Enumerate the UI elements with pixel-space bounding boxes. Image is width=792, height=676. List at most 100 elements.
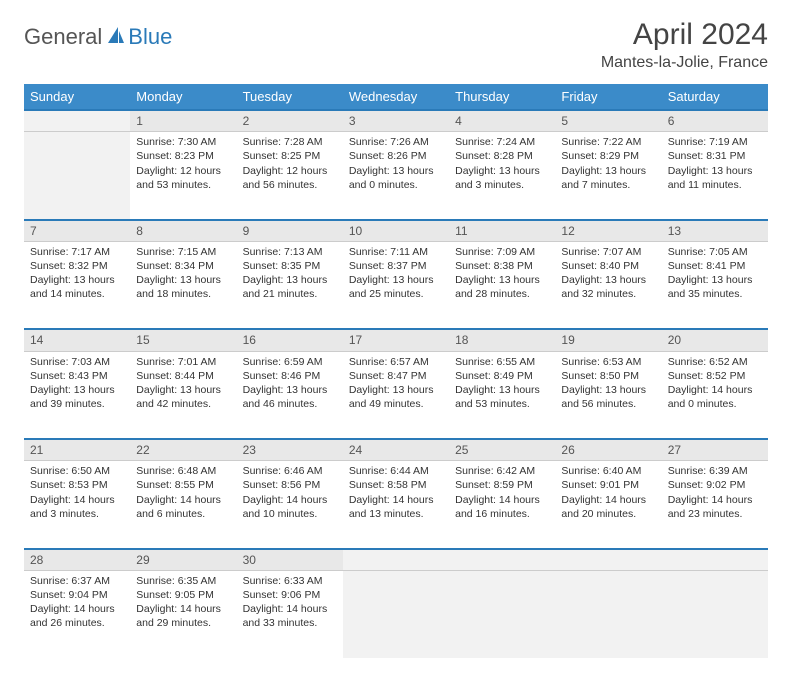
daylight-text: and 7 minutes. <box>561 178 655 192</box>
day-number-row: 14151617181920 <box>24 329 768 351</box>
day-content: Sunrise: 7:01 AMSunset: 8:44 PMDaylight:… <box>130 352 236 418</box>
day-number: 16 <box>237 329 343 351</box>
weekday-header: Wednesday <box>343 84 449 110</box>
day-cell: Sunrise: 6:52 AMSunset: 8:52 PMDaylight:… <box>662 351 768 439</box>
sunrise-text: Sunrise: 6:57 AM <box>349 355 443 369</box>
day-cell: Sunrise: 7:05 AMSunset: 8:41 PMDaylight:… <box>662 241 768 329</box>
day-number-empty <box>343 549 449 571</box>
day-cell: Sunrise: 7:03 AMSunset: 8:43 PMDaylight:… <box>24 351 130 439</box>
sunrise-text: Sunrise: 7:30 AM <box>136 135 230 149</box>
sunset-text: Sunset: 8:25 PM <box>243 149 337 163</box>
sunrise-text: Sunrise: 6:52 AM <box>668 355 762 369</box>
daylight-text: and 28 minutes. <box>455 287 549 301</box>
week-row: Sunrise: 6:50 AMSunset: 8:53 PMDaylight:… <box>24 461 768 549</box>
day-content: Sunrise: 6:35 AMSunset: 9:05 PMDaylight:… <box>130 571 236 637</box>
day-number: 12 <box>555 220 661 242</box>
sunrise-text: Sunrise: 7:11 AM <box>349 245 443 259</box>
day-number: 19 <box>555 329 661 351</box>
sunset-text: Sunset: 8:55 PM <box>136 478 230 492</box>
sunrise-text: Sunrise: 6:55 AM <box>455 355 549 369</box>
sunset-text: Sunset: 8:35 PM <box>243 259 337 273</box>
logo: General Blue <box>24 24 172 50</box>
daylight-text: and 53 minutes. <box>455 397 549 411</box>
day-number-row: 78910111213 <box>24 220 768 242</box>
daylight-text: and 33 minutes. <box>243 616 337 630</box>
sunset-text: Sunset: 8:34 PM <box>136 259 230 273</box>
sunrise-text: Sunrise: 7:03 AM <box>30 355 124 369</box>
sunset-text: Sunset: 8:28 PM <box>455 149 549 163</box>
daylight-text: and 29 minutes. <box>136 616 230 630</box>
day-content: Sunrise: 7:17 AMSunset: 8:32 PMDaylight:… <box>24 242 130 308</box>
daylight-text: and 32 minutes. <box>561 287 655 301</box>
sunrise-text: Sunrise: 6:44 AM <box>349 464 443 478</box>
daylight-text: Daylight: 14 hours <box>30 602 124 616</box>
day-number: 17 <box>343 329 449 351</box>
sunrise-text: Sunrise: 6:33 AM <box>243 574 337 588</box>
day-number: 22 <box>130 439 236 461</box>
day-number: 7 <box>24 220 130 242</box>
daylight-text: and 26 minutes. <box>30 616 124 630</box>
day-cell: Sunrise: 7:13 AMSunset: 8:35 PMDaylight:… <box>237 241 343 329</box>
sunset-text: Sunset: 8:46 PM <box>243 369 337 383</box>
daylight-text: Daylight: 13 hours <box>561 164 655 178</box>
day-content: Sunrise: 7:28 AMSunset: 8:25 PMDaylight:… <box>237 132 343 198</box>
daylight-text: Daylight: 13 hours <box>349 273 443 287</box>
day-content: Sunrise: 7:13 AMSunset: 8:35 PMDaylight:… <box>237 242 343 308</box>
daylight-text: Daylight: 12 hours <box>136 164 230 178</box>
daylight-text: Daylight: 13 hours <box>455 164 549 178</box>
sunrise-text: Sunrise: 6:59 AM <box>243 355 337 369</box>
daylight-text: Daylight: 13 hours <box>136 273 230 287</box>
day-cell-empty <box>662 570 768 658</box>
daylight-text: Daylight: 14 hours <box>668 493 762 507</box>
day-number-row: 21222324252627 <box>24 439 768 461</box>
day-cell: Sunrise: 6:46 AMSunset: 8:56 PMDaylight:… <box>237 461 343 549</box>
day-content: Sunrise: 6:53 AMSunset: 8:50 PMDaylight:… <box>555 352 661 418</box>
day-cell: Sunrise: 7:09 AMSunset: 8:38 PMDaylight:… <box>449 241 555 329</box>
sunset-text: Sunset: 8:50 PM <box>561 369 655 383</box>
day-cell: Sunrise: 6:59 AMSunset: 8:46 PMDaylight:… <box>237 351 343 439</box>
day-content: Sunrise: 6:50 AMSunset: 8:53 PMDaylight:… <box>24 461 130 527</box>
sunset-text: Sunset: 8:26 PM <box>349 149 443 163</box>
day-number: 25 <box>449 439 555 461</box>
weekday-header: Sunday <box>24 84 130 110</box>
week-row: Sunrise: 7:17 AMSunset: 8:32 PMDaylight:… <box>24 241 768 329</box>
header: General Blue April 2024 Mantes-la-Jolie,… <box>24 18 768 72</box>
sunset-text: Sunset: 8:53 PM <box>30 478 124 492</box>
week-row: Sunrise: 7:30 AMSunset: 8:23 PMDaylight:… <box>24 132 768 220</box>
sunset-text: Sunset: 8:29 PM <box>561 149 655 163</box>
day-content: Sunrise: 7:26 AMSunset: 8:26 PMDaylight:… <box>343 132 449 198</box>
day-cell: Sunrise: 6:53 AMSunset: 8:50 PMDaylight:… <box>555 351 661 439</box>
sunset-text: Sunset: 8:40 PM <box>561 259 655 273</box>
daylight-text: and 20 minutes. <box>561 507 655 521</box>
day-number: 20 <box>662 329 768 351</box>
day-number-row: 282930 <box>24 549 768 571</box>
day-number-row: 123456 <box>24 110 768 132</box>
sunset-text: Sunset: 8:43 PM <box>30 369 124 383</box>
day-cell-empty <box>343 570 449 658</box>
daylight-text: and 56 minutes. <box>243 178 337 192</box>
logo-text-blue: Blue <box>128 24 172 50</box>
sunset-text: Sunset: 8:41 PM <box>668 259 762 273</box>
daylight-text: and 23 minutes. <box>668 507 762 521</box>
daylight-text: and 21 minutes. <box>243 287 337 301</box>
daylight-text: Daylight: 13 hours <box>561 383 655 397</box>
sunrise-text: Sunrise: 6:48 AM <box>136 464 230 478</box>
weekday-header: Friday <box>555 84 661 110</box>
calendar-table: Sunday Monday Tuesday Wednesday Thursday… <box>24 84 768 658</box>
sunset-text: Sunset: 8:31 PM <box>668 149 762 163</box>
sunset-text: Sunset: 9:05 PM <box>136 588 230 602</box>
day-number: 9 <box>237 220 343 242</box>
daylight-text: and 0 minutes. <box>349 178 443 192</box>
day-content: Sunrise: 6:55 AMSunset: 8:49 PMDaylight:… <box>449 352 555 418</box>
day-cell: Sunrise: 7:17 AMSunset: 8:32 PMDaylight:… <box>24 241 130 329</box>
day-number: 1 <box>130 110 236 132</box>
week-row: Sunrise: 6:37 AMSunset: 9:04 PMDaylight:… <box>24 570 768 658</box>
daylight-text: and 39 minutes. <box>30 397 124 411</box>
sunset-text: Sunset: 8:32 PM <box>30 259 124 273</box>
day-content: Sunrise: 6:57 AMSunset: 8:47 PMDaylight:… <box>343 352 449 418</box>
day-cell: Sunrise: 7:15 AMSunset: 8:34 PMDaylight:… <box>130 241 236 329</box>
day-number: 14 <box>24 329 130 351</box>
sunrise-text: Sunrise: 7:13 AM <box>243 245 337 259</box>
calendar-body: 123456Sunrise: 7:30 AMSunset: 8:23 PMDay… <box>24 110 768 658</box>
sunset-text: Sunset: 9:06 PM <box>243 588 337 602</box>
